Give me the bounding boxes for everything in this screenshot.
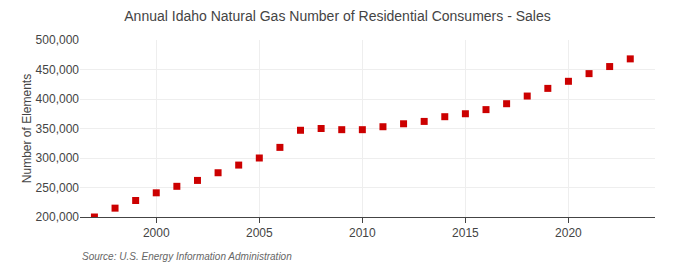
svg-text:2020: 2020 bbox=[555, 226, 582, 240]
svg-text:2010: 2010 bbox=[349, 226, 376, 240]
svg-text:2015: 2015 bbox=[452, 226, 479, 240]
svg-text:350,000: 350,000 bbox=[36, 122, 80, 136]
svg-text:Number of Elements: Number of Elements bbox=[20, 74, 34, 183]
svg-text:2000: 2000 bbox=[143, 226, 170, 240]
svg-text:2005: 2005 bbox=[246, 226, 273, 240]
svg-text:400,000: 400,000 bbox=[36, 92, 80, 106]
svg-text:450,000: 450,000 bbox=[36, 63, 80, 77]
svg-text:300,000: 300,000 bbox=[36, 151, 80, 165]
svg-text:Annual Idaho Natural Gas Numbe: Annual Idaho Natural Gas Number of Resid… bbox=[124, 8, 550, 24]
svg-text:200,000: 200,000 bbox=[36, 210, 80, 224]
svg-text:Source: U.S. Energy Informatio: Source: U.S. Energy Information Administ… bbox=[82, 251, 292, 262]
svg-text:250,000: 250,000 bbox=[36, 181, 80, 195]
svg-text:500,000: 500,000 bbox=[36, 33, 80, 47]
